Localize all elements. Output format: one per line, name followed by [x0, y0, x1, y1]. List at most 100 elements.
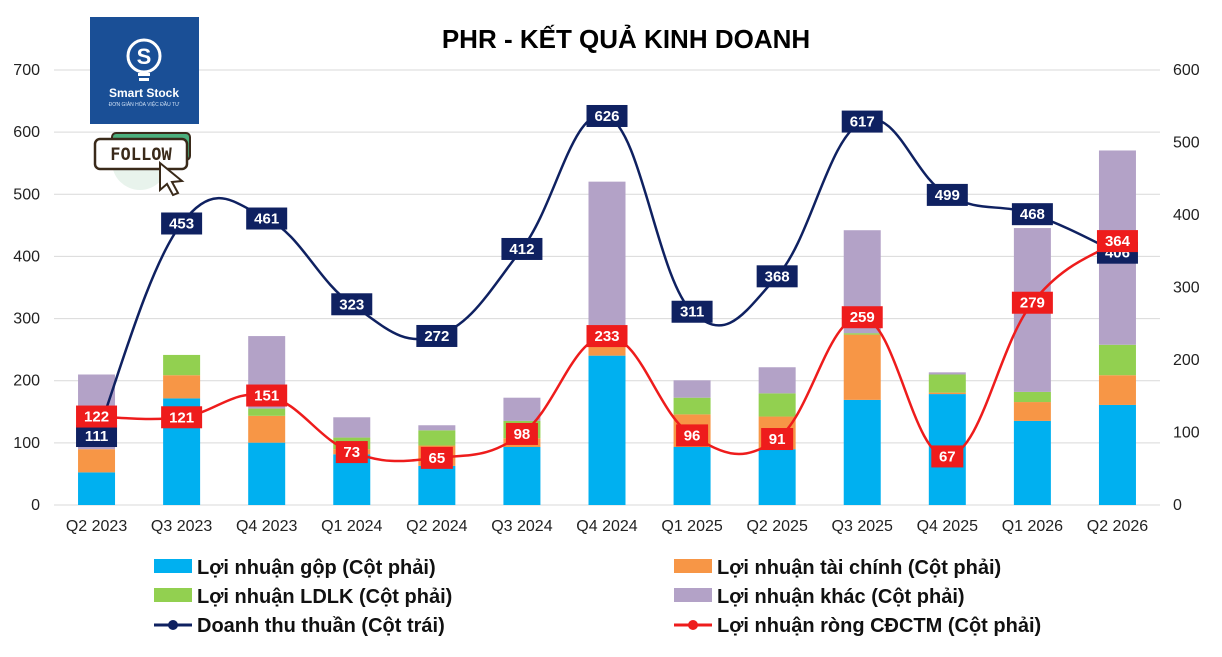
bar-segment: [928, 392, 966, 395]
left-tick-label: 500: [13, 186, 40, 203]
legend-item-revenue: Doanh thu thuần (Cột trái): [154, 615, 445, 637]
follow-label: FOLLOW: [110, 145, 172, 165]
net-profit-data-label: 279: [1020, 295, 1045, 312]
bar-segment: [673, 447, 711, 505]
follow-badge[interactable]: FOLLOW: [93, 132, 191, 197]
svg-text:Lợi nhuận LDLK (Cột phải): Lợi nhuận LDLK (Cột phải): [197, 586, 452, 608]
cursor-icon: [159, 160, 185, 197]
revenue-data-label-box: [416, 324, 458, 347]
right-tick-label: 300: [1173, 280, 1200, 297]
left-tick-label: 100: [13, 435, 40, 452]
left-axis: 0 100 200 300 400 500 600 700: [13, 62, 40, 514]
category-label: Q1 2024: [321, 518, 382, 535]
revenue-data-label: 311: [680, 304, 704, 321]
right-tick-label: 200: [1173, 352, 1200, 369]
legend: Lợi nhuận gộp (Cột phải) Lợi nhuận tài c…: [154, 557, 1041, 637]
left-tick-label: 0: [31, 497, 40, 514]
revenue-data-label: 368: [765, 268, 790, 285]
bar-segment: [418, 430, 456, 446]
category-label: Q2 2024: [406, 518, 467, 535]
revenue-data-label-box: [331, 293, 373, 316]
svg-text:Lợi nhuận tài chính (Cột phải): Lợi nhuận tài chính (Cột phải): [717, 557, 1001, 579]
legend-item-net-profit: Lợi nhuận ròng CĐCTM (Cột phải): [674, 615, 1041, 637]
category-label: Q2 2023: [66, 518, 127, 535]
net-profit-data-label: 73: [343, 444, 360, 461]
net-profit-data-label-box: [161, 406, 203, 429]
net-profit-data-label-box: [76, 405, 118, 428]
right-tick-label: 0: [1173, 497, 1182, 514]
revenue-data-label: 499: [935, 187, 960, 204]
net-profit-data-label: 233: [594, 328, 619, 345]
left-tick-label: 300: [13, 311, 40, 328]
smart-stock-logo: S Smart Stock ĐƠN GIẢN HÓA VIỆC ĐẦU TƯ: [90, 17, 199, 124]
net-profit-data-label: 122: [84, 409, 109, 426]
revenue-data-label: 272: [424, 328, 449, 345]
bar-segment: [1098, 375, 1136, 405]
revenue-data-label: 412: [509, 241, 534, 258]
left-tick-label: 200: [13, 373, 40, 390]
revenue-data-label: 617: [850, 114, 875, 131]
bar-segment: [1013, 420, 1051, 505]
category-label: Q4 2023: [236, 518, 297, 535]
net-profit-data-label-box: [761, 428, 794, 451]
bar-segment: [163, 375, 201, 399]
revenue-data-label: 626: [594, 108, 619, 125]
bar-segment: [843, 333, 881, 335]
revenue-data-label-box: [756, 265, 798, 288]
net-profit-data-label: 364: [1105, 233, 1131, 250]
svg-text:Lợi nhuận gộp (Cột phải): Lợi nhuận gộp (Cột phải): [197, 557, 436, 579]
svg-text:Lợi nhuận khác (Cột phải): Lợi nhuận khác (Cột phải): [717, 586, 965, 608]
logo-name: Smart Stock: [109, 86, 179, 100]
bar-segment: [843, 334, 881, 400]
chart-title: PHR - KẾT QUẢ KINH DOANH: [442, 24, 810, 54]
net-profit-data-label: 91: [769, 431, 786, 448]
bar-segment: [673, 397, 711, 415]
right-tick-label: 500: [1173, 135, 1200, 152]
left-tick-label: 400: [13, 248, 40, 265]
category-label: Q2 2025: [746, 518, 807, 535]
category-axis: Q2 2023 Q3 2023 Q4 2023 Q1 2024 Q2 2024 Q3 20…: [66, 518, 1148, 535]
bar-segment: [928, 374, 966, 393]
bar-segment: [588, 355, 626, 505]
legend-item-financial-profit: Lợi nhuận tài chính (Cột phải): [674, 557, 1001, 579]
lightbulb-s-icon: S: [126, 38, 162, 81]
bar-segment: [503, 447, 541, 505]
bar-segment: [928, 372, 966, 375]
net-profit-data-label: 259: [850, 309, 875, 326]
net-profit-data-label-box: [1011, 291, 1053, 314]
category-label: Q1 2025: [661, 518, 722, 535]
revenue-data-label-box: [586, 104, 628, 127]
svg-text:Lợi nhuận ròng CĐCTM (Cột phải: Lợi nhuận ròng CĐCTM (Cột phải): [717, 615, 1041, 637]
bar-segment: [758, 393, 796, 417]
revenue-data-label: 323: [339, 296, 364, 313]
revenue-data-label-box: [246, 207, 288, 230]
bar-segment: [418, 425, 456, 431]
net-profit-data-label-box: [931, 445, 964, 468]
net-profit-data-label: 65: [429, 450, 446, 467]
net-profit-data-label: 96: [684, 427, 701, 444]
left-tick-label: 600: [13, 124, 40, 141]
revenue-data-label: 468: [1020, 206, 1045, 223]
bar-segment: [248, 442, 286, 505]
bar-segment: [1098, 344, 1136, 376]
category-label: Q3 2025: [832, 518, 893, 535]
net-profit-data-label-box: [505, 422, 538, 445]
category-label: Q1 2026: [1002, 518, 1063, 535]
net-profit-data-label-box: [586, 325, 628, 348]
revenue-data-label-box: [671, 300, 713, 323]
category-label: Q2 2026: [1087, 518, 1148, 535]
right-axis: 0 100 200 300 400 500 600: [1173, 62, 1200, 514]
legend-item-other-profit: Lợi nhuận khác (Cột phải): [674, 586, 965, 608]
net-profit-data-label-box: [335, 441, 368, 464]
logo-tagline: ĐƠN GIẢN HÓA VIỆC ĐẦU TƯ: [109, 100, 180, 108]
svg-text:Doanh thu thuần (Cột trái): Doanh thu thuần (Cột trái): [197, 615, 445, 637]
category-label: Q3 2023: [151, 518, 212, 535]
bar-segment: [333, 417, 371, 438]
left-tick-label: 700: [13, 62, 40, 79]
net-profit-data-label: 67: [939, 448, 956, 465]
bar-segment: [248, 408, 286, 416]
legend-item-associate-profit: Lợi nhuận LDLK (Cột phải): [154, 586, 452, 608]
bar-segment: [78, 449, 116, 473]
